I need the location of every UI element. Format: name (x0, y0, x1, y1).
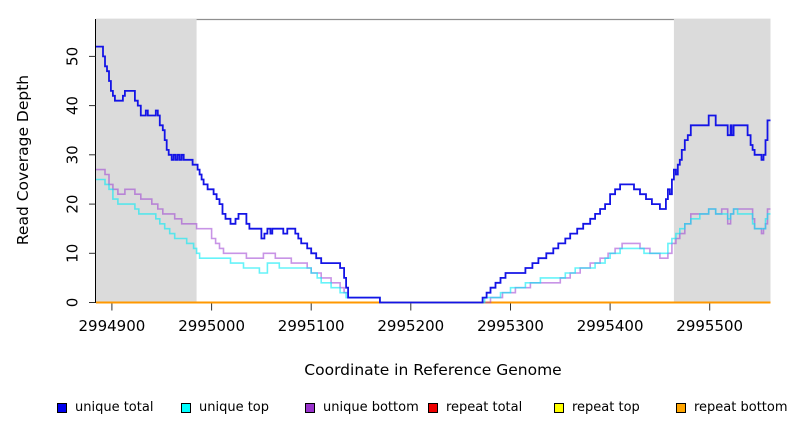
x-tick-label: 2994900 (78, 317, 145, 335)
y-axis-title: Read Coverage Depth (14, 75, 32, 245)
x-tick-label: 2995000 (178, 317, 245, 335)
shaded-region-1 (96, 19, 197, 303)
shaded-region-2 (673, 19, 771, 303)
y-tick-label: 20 (64, 195, 82, 214)
y-tick-label: 30 (64, 145, 82, 164)
x-tick-label: 2995400 (577, 317, 644, 335)
x-tick-label: 2995200 (377, 317, 444, 335)
y-tick-label: 10 (64, 244, 82, 263)
x-tick-label: 2995300 (477, 317, 544, 335)
x-axis-title: Coordinate in Reference Genome (304, 361, 561, 379)
x-tick-label: 2995100 (278, 317, 345, 335)
x-tick-label: 2995500 (676, 317, 743, 335)
y-tick-label: 0 (64, 298, 82, 308)
y-tick-label: 40 (64, 96, 82, 115)
unique-total-line (96, 45, 771, 304)
unique-top-line (96, 178, 771, 304)
y-tick-label: 50 (64, 47, 82, 66)
